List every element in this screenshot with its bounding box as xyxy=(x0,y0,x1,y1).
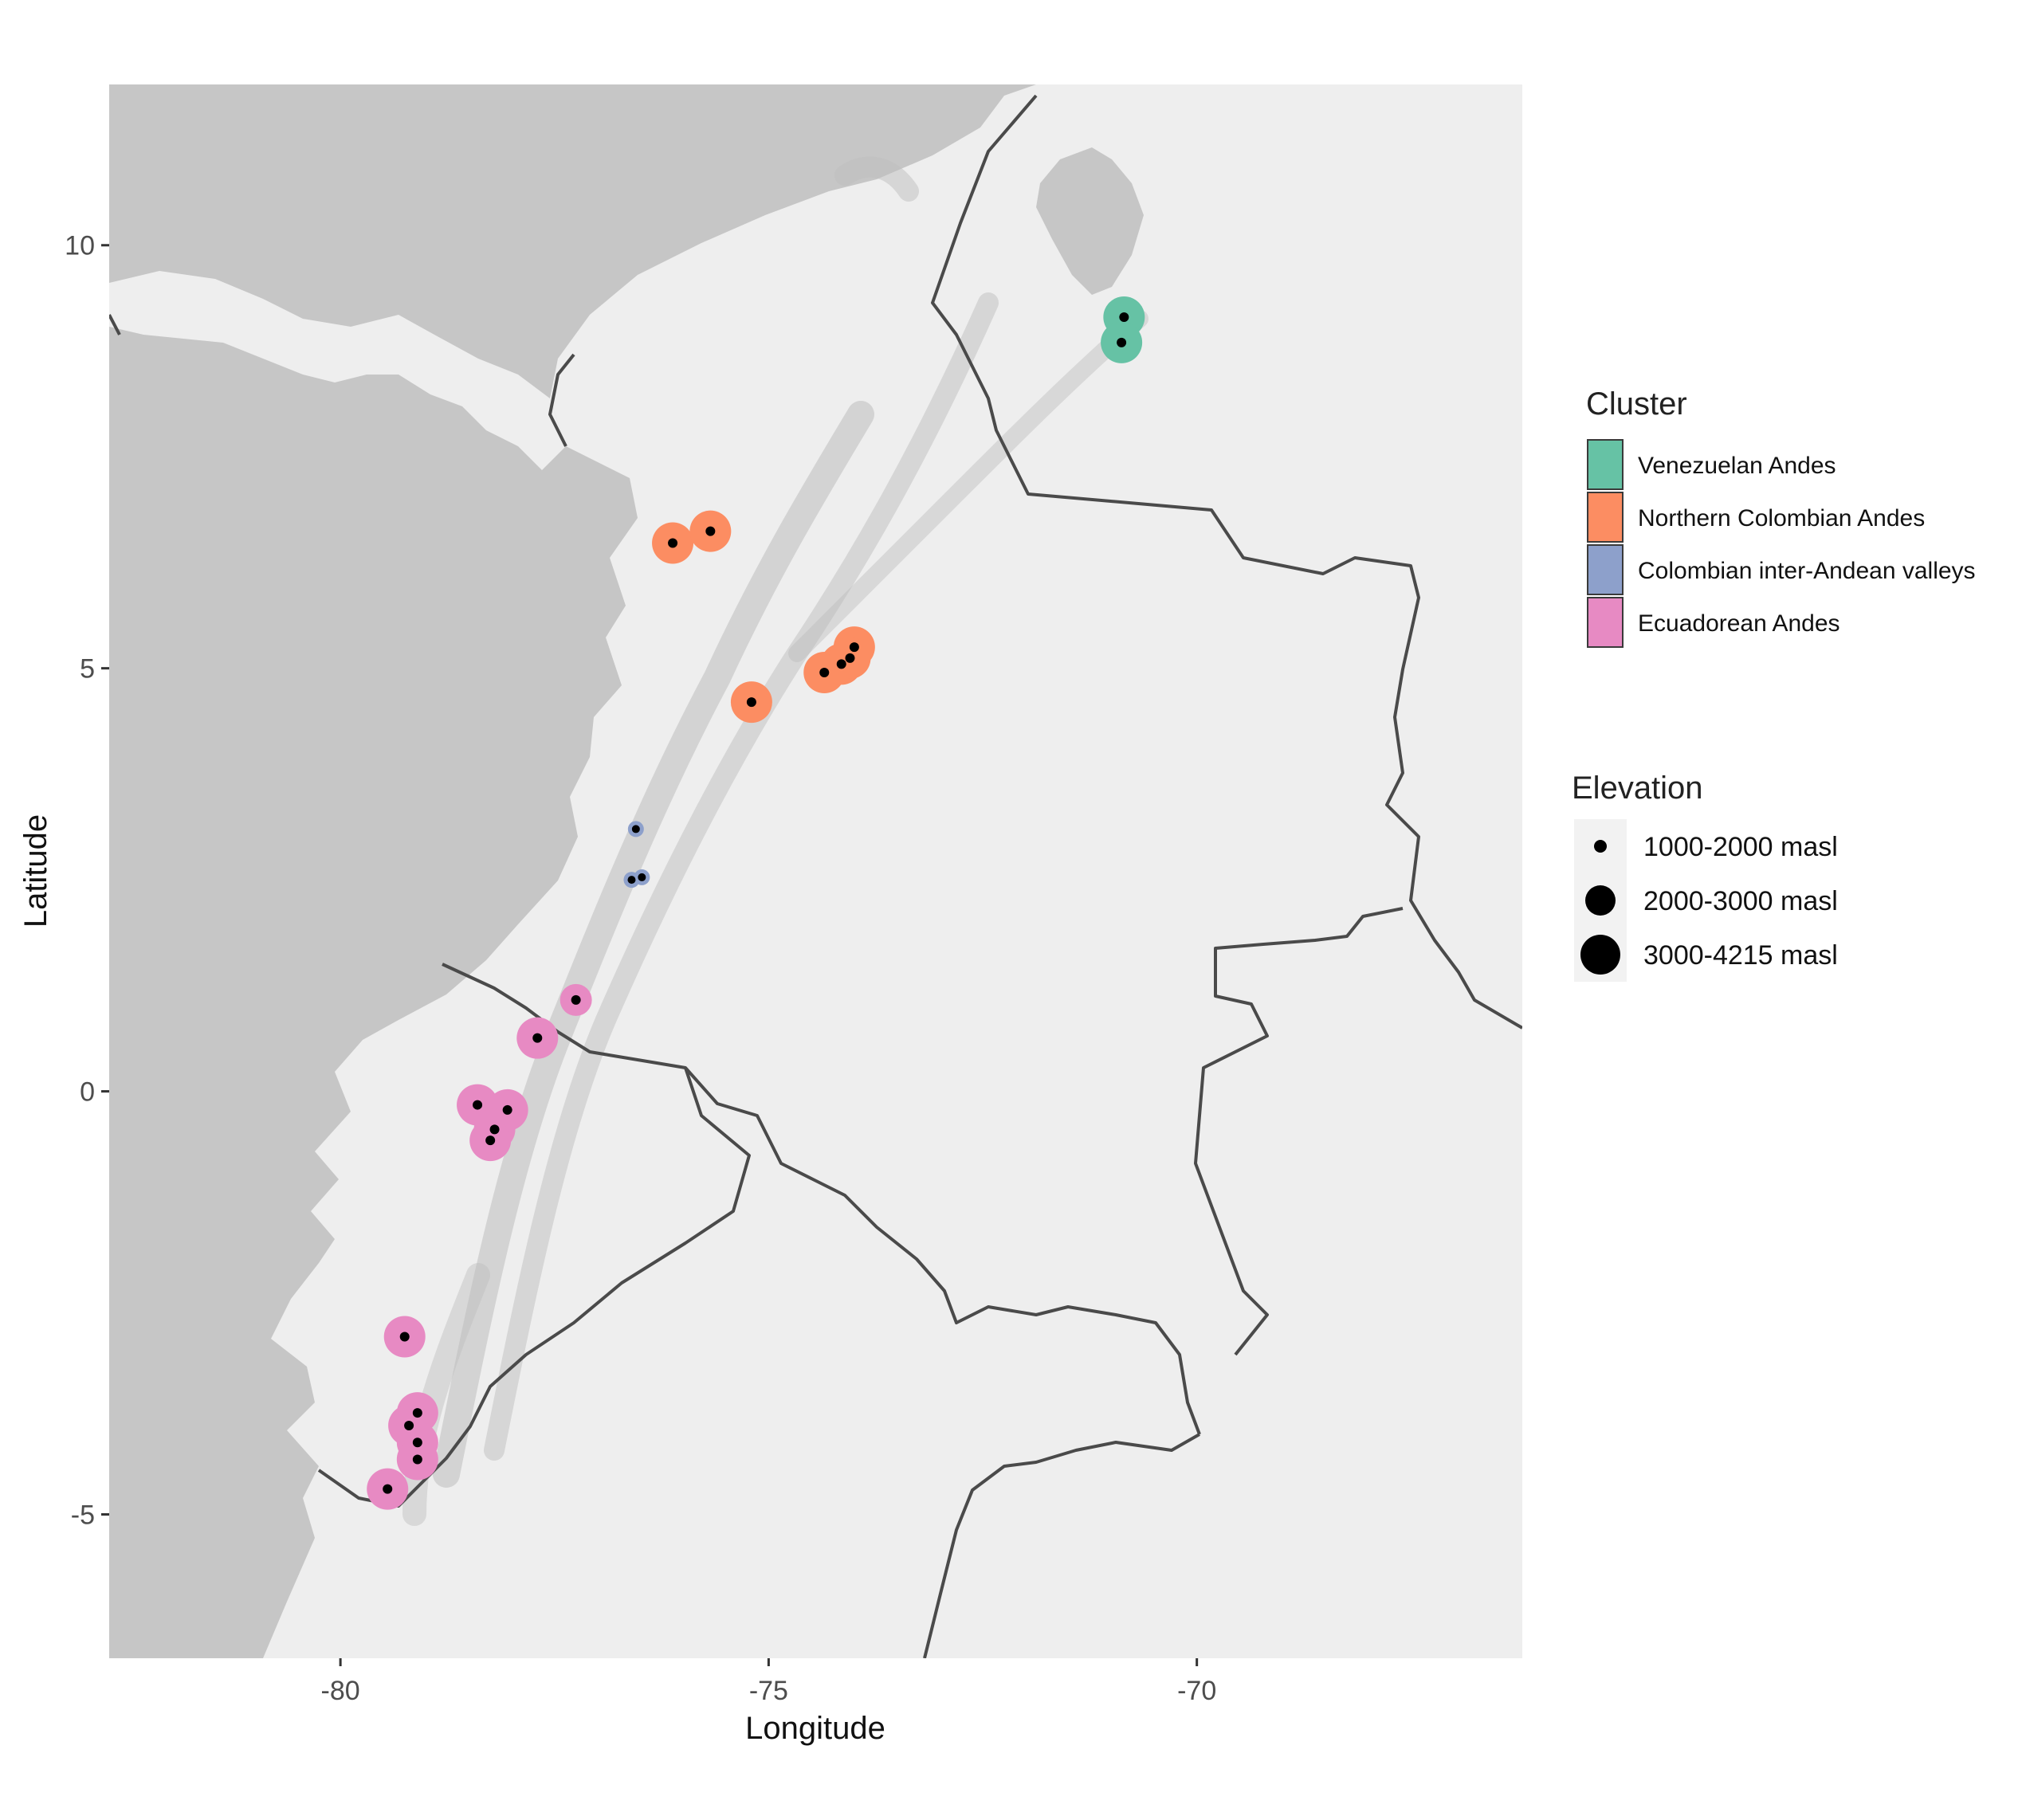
point-dot xyxy=(849,642,859,653)
point-dot xyxy=(399,1332,410,1342)
cluster-swatch xyxy=(1587,492,1624,543)
point-dot xyxy=(638,873,646,881)
point-dot xyxy=(668,538,678,548)
cluster-legend-title: Cluster xyxy=(1586,386,1687,422)
y-tick-label: 10 xyxy=(65,231,95,261)
point-dot xyxy=(627,876,636,885)
elevation-legend-items: 1000-2000 masl 2000-3000 masl 3000-4215 ma… xyxy=(1580,832,1838,975)
point-dot xyxy=(1117,337,1127,347)
elevation-key xyxy=(1594,840,1607,853)
cluster-label: Ecuadorean Andes xyxy=(1638,610,1840,637)
y-axis-title: Latitude xyxy=(18,814,53,928)
elevation-legend-title: Elevation xyxy=(1572,771,1703,806)
elevation-label: 2000-3000 masl xyxy=(1643,886,1838,916)
cluster-legend: Cluster Venezuelan Andes Northern Colombi… xyxy=(1586,386,1976,648)
elevation-label: 1000-2000 masl xyxy=(1643,832,1838,862)
cluster-swatch xyxy=(1587,544,1624,595)
point-dot xyxy=(631,825,640,834)
lake-maracaibo xyxy=(1036,147,1144,295)
point-dot xyxy=(1119,312,1129,323)
country-borders xyxy=(109,94,1522,1658)
y-tick-label: 0 xyxy=(80,1077,95,1108)
elevation-key xyxy=(1585,885,1616,916)
point-dot xyxy=(746,697,756,708)
y-tick-label: -5 xyxy=(71,1500,95,1530)
point-dot xyxy=(412,1438,422,1448)
point-dot xyxy=(845,653,855,663)
cluster-label: Northern Colombian Andes xyxy=(1638,505,1925,531)
elevation-key xyxy=(1580,935,1620,975)
cluster-swatch xyxy=(1587,597,1624,648)
x-axis-title: Longitude xyxy=(745,1711,885,1746)
elevation-legend: Elevation 1000-2000 masl 2000-3000 masl 30… xyxy=(1572,771,1838,982)
point-dot xyxy=(412,1454,422,1465)
point-dot xyxy=(571,994,581,1005)
x-tick-label: -80 xyxy=(321,1676,360,1706)
series-ecuadorean-andes xyxy=(367,983,592,1510)
point-dot xyxy=(383,1484,393,1494)
point-dot xyxy=(473,1100,483,1110)
series-colombian-inter-andean-valleys xyxy=(623,821,650,888)
andes-relief xyxy=(402,156,1148,1526)
point-dot xyxy=(412,1408,422,1418)
cluster-swatch xyxy=(1587,439,1624,490)
point-dot xyxy=(489,1124,500,1135)
cluster-legend-items: Venezuelan Andes Northern Colombian Andes… xyxy=(1587,439,1976,648)
elevation-label: 3000-4215 masl xyxy=(1643,940,1838,971)
point-dot xyxy=(404,1420,414,1430)
cluster-label: Colombian inter-Andean valleys xyxy=(1638,558,1976,584)
occurrence-points xyxy=(367,296,1145,1510)
point-dot xyxy=(819,667,830,677)
series-northern-colombian-andes xyxy=(652,510,875,724)
point-dot xyxy=(532,1033,543,1043)
y-tick-label: 5 xyxy=(80,654,95,684)
x-tick-label: -70 xyxy=(1177,1676,1216,1706)
series-venezuelan-andes xyxy=(1101,296,1145,363)
south-america-land xyxy=(263,84,1522,1658)
x-axis: -80 -75 -70 xyxy=(321,1658,1216,1706)
point-dot xyxy=(705,526,716,536)
panama-isthmus xyxy=(109,271,566,470)
cluster-label: Venezuelan Andes xyxy=(1638,453,1836,479)
point-dot xyxy=(502,1104,512,1115)
x-tick-label: -75 xyxy=(749,1676,788,1706)
y-axis: 10 5 0 -5 xyxy=(65,231,109,1530)
map-panel xyxy=(109,84,1522,1658)
point-dot xyxy=(836,659,846,669)
point-dot xyxy=(485,1136,496,1146)
